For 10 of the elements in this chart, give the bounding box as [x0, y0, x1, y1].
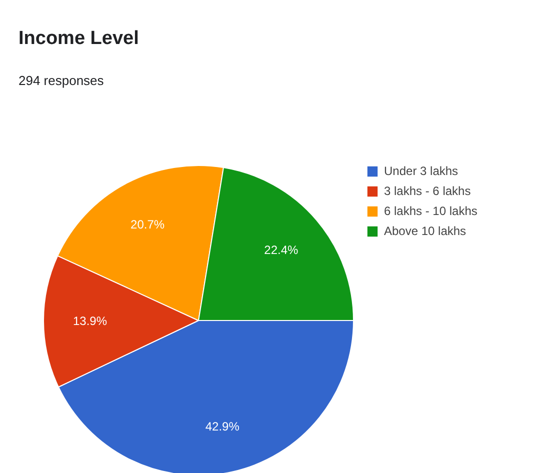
legend-label: Above 10 lakhs: [384, 224, 466, 238]
data-label: 22.4%: [264, 243, 299, 258]
legend-label: 6 lakhs - 10 lakhs: [384, 204, 478, 218]
data-label: 13.9%: [72, 314, 108, 328]
data-label: 42.9%: [205, 419, 240, 434]
data-label: 20.7%: [130, 218, 165, 232]
legend-label: 3 lakhs - 6 lakhs: [384, 184, 471, 198]
legend-label: Under 3 lakhs: [384, 164, 458, 178]
chart-title: Income Level: [18, 28, 139, 49]
chart-subtitle: 294 responses: [18, 73, 104, 88]
